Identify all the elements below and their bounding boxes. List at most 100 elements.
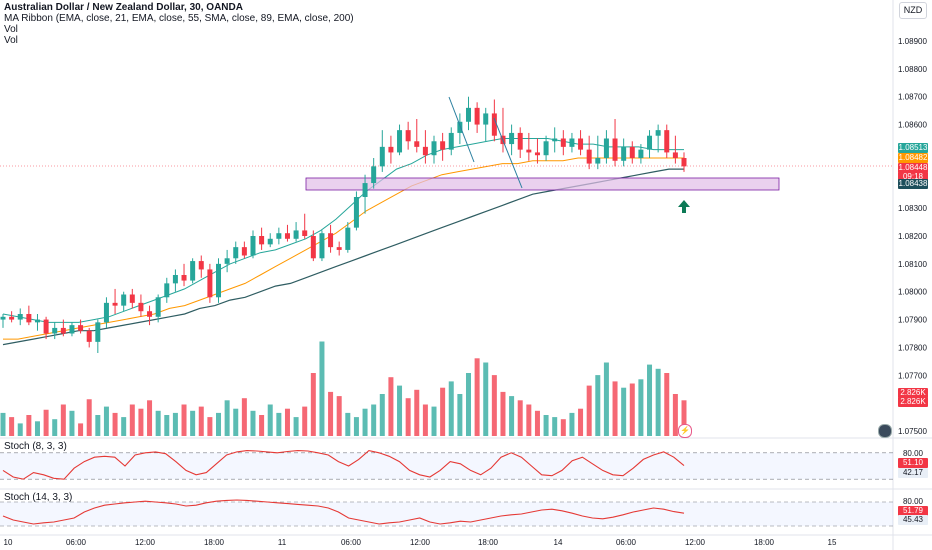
volume-bar [543,415,549,436]
volume-bar [474,358,480,436]
stoch1-label[interactable]: Stoch (8, 3, 3) [4,441,67,452]
candle-body [86,330,92,342]
volume-badge-2: 2.826K [898,397,928,407]
volume-bar [500,391,506,436]
volume-bar [440,387,446,436]
ema55-price-badge: 1.08482 [898,153,928,163]
stoch1-d-badge: 42.17 [898,468,928,478]
candle-body [388,146,394,153]
volume-bar [672,394,678,436]
candle-body [612,138,618,161]
candle-body [345,227,351,250]
flash-icon[interactable]: ⚡ [678,424,692,438]
volume-bar [198,406,204,436]
candle-body [112,302,118,306]
candle-body [422,146,428,156]
candle-body [552,138,558,142]
candle-body [621,146,627,161]
candle-body [629,146,635,158]
price-tick-label: 1.08100 [898,260,927,269]
price-tick-label: 1.08700 [898,93,927,102]
volume-bar [465,373,471,436]
volume-bar [310,373,316,436]
time-axis-label: 06:00 [616,538,637,547]
candle-body [534,152,540,156]
volume-bar [78,423,84,436]
volume-bar [569,412,575,436]
volume-bar [276,412,282,436]
trendline-1 [448,96,475,163]
volume-bar [181,404,187,436]
trendline-2 [493,117,523,189]
volume-bar [534,410,540,436]
ma-ribbon-label[interactable]: MA Ribbon (EMA, close, 21, EMA, close, 5… [4,13,354,24]
volume-bar [172,412,178,436]
candle-body [155,297,161,317]
price-tick-label: 1.07500 [898,427,927,436]
candle-body [284,233,290,239]
candle-body [43,319,49,334]
candle-body [69,325,75,334]
volume-bar [69,410,75,436]
volume-label-2[interactable]: Vol [4,35,18,46]
volume-bar [164,415,170,436]
candle-body [517,132,523,150]
candle-body [52,327,58,334]
price-tick-label: 1.08600 [898,121,927,130]
stoch2-band [0,502,893,526]
candle-body [34,319,40,323]
price-tick-label: 1.07800 [898,343,927,352]
candle-body [672,152,678,158]
last-price-badge: 1.08448 [898,163,928,173]
time-axis-label: 12:00 [135,538,156,547]
volume-bar [147,400,153,436]
volume-bar [95,415,101,436]
stoch2-label[interactable]: Stoch (14, 3, 3) [4,492,73,503]
symbol-title[interactable]: Australian Dollar / New Zealand Dollar, … [4,2,243,13]
candle-body [17,314,23,320]
candle-body [147,311,153,317]
candle-body [405,130,411,142]
volume-bar [129,404,135,436]
candle-body [9,316,15,320]
ema55-line [3,157,684,340]
candle-body [302,230,308,236]
candle-body [664,130,670,153]
volume-bar [595,375,601,436]
candle-body [353,197,359,228]
price-tick-label: 1.08900 [898,37,927,46]
volume-bar [26,415,32,436]
candle-body [440,141,446,150]
candle-body [224,258,230,264]
avatar-icon[interactable] [878,424,892,438]
volume-bar [0,412,6,436]
time-axis-label: 18:00 [204,538,225,547]
volume-bar [379,394,385,436]
volume-bar [586,385,592,436]
candle-body [543,141,549,156]
volume-bar [509,396,515,436]
currency-button[interactable]: NZD [899,2,927,19]
volume-bar [250,410,256,436]
volume-bar [155,410,161,436]
candle-body [465,107,471,122]
candle-body [78,325,84,331]
candle-body [241,247,247,256]
candle-body [250,236,256,256]
time-axis-label: 06:00 [66,538,87,547]
stoch2-k-line [2,499,685,525]
volume-bar [526,404,532,436]
volume-bar [431,406,437,436]
volume-bar [86,399,92,436]
candle-body [431,141,437,156]
volume-bar [190,410,196,436]
candle-body [647,135,653,150]
volume-bar [293,417,299,436]
candle-body [198,261,204,270]
candle-body [181,275,187,281]
candle-body [129,294,135,303]
candle-body [526,149,532,153]
volume-bar [681,400,687,436]
volume-label-1[interactable]: Vol [4,24,18,35]
